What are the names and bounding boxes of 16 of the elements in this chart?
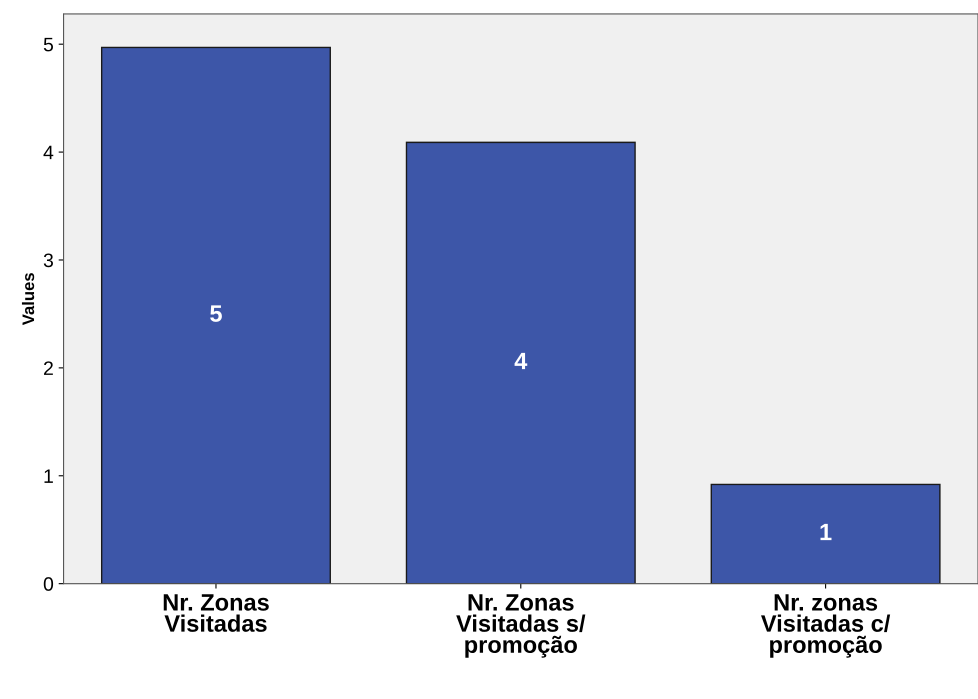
y-tick-label: 2 [44, 361, 53, 375]
data-label: 4 [514, 352, 528, 370]
y-tick-label: 1 [44, 469, 53, 483]
y-axis-title: Values [22, 273, 34, 326]
y-tick-label: 0 [44, 577, 54, 591]
y-tick-label: 5 [44, 38, 54, 52]
x-tick-label: Nr. Zonas Visitadas s/ promoção [456, 594, 586, 658]
data-label: 1 [820, 524, 832, 540]
bar [100, 46, 331, 584]
x-tick-label: Nr. zonas Visitadas c/ promoção [761, 594, 890, 658]
data-label: 5 [210, 305, 222, 322]
x-tick-label: Nr. Zonas Visitadas [164, 594, 269, 632]
bar [710, 484, 941, 584]
y-tick-label: 4 [43, 146, 54, 160]
bar [406, 142, 636, 584]
y-tick-label: 3 [44, 253, 53, 268]
